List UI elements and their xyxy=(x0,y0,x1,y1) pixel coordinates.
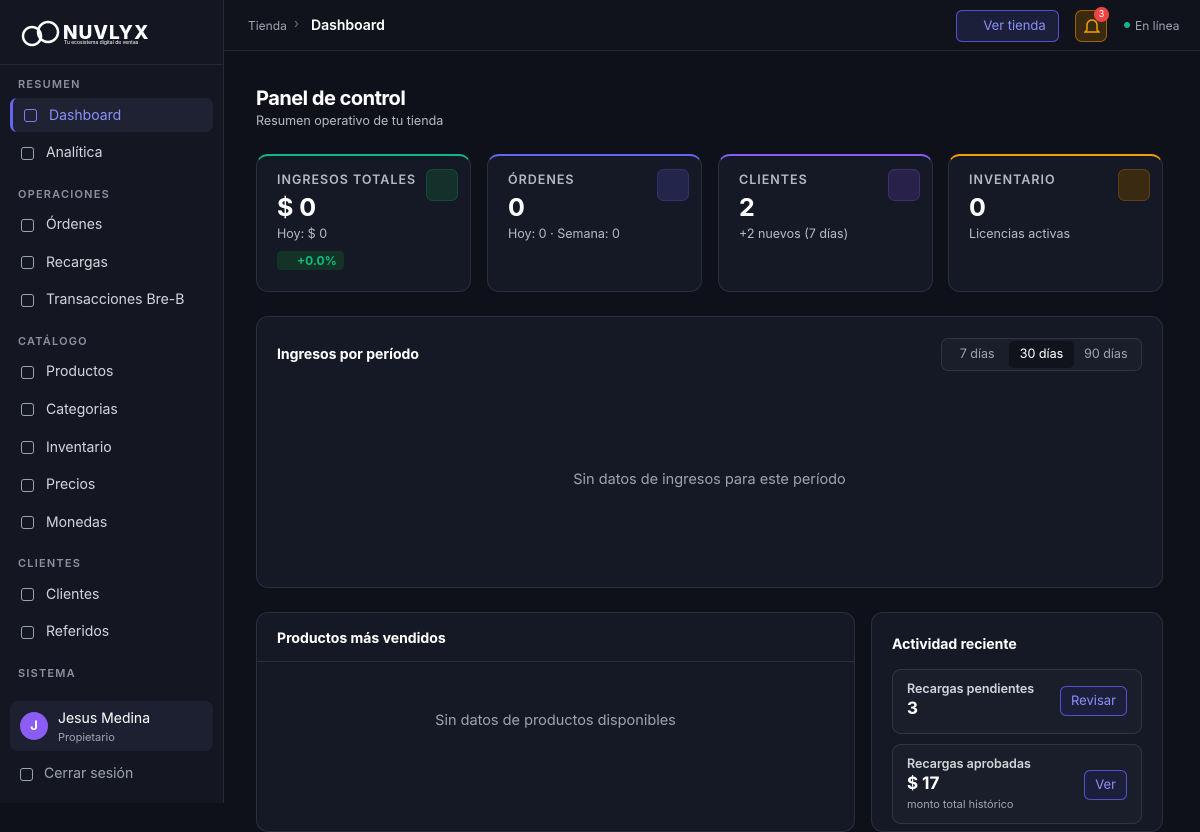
stat-card: ÓRDENES 0 Hoy: 0 · Semana: 0 xyxy=(487,154,702,292)
activity-value: $ 17 xyxy=(907,774,940,794)
topbar: Tienda › Dashboard Ver tienda 3 En línea xyxy=(224,0,1200,51)
stat-detail: Hoy: 0 · Semana: 0 xyxy=(508,227,620,242)
revenue-card: Ingresos por período 7 días 30 días 90 día… xyxy=(256,316,1163,588)
range-tab[interactable]: 30 días xyxy=(1009,341,1074,368)
breadcrumb-current: Dashboard xyxy=(311,17,385,34)
stat-detail: Licencias activas xyxy=(969,227,1071,242)
range-tab[interactable]: 90 días xyxy=(1084,347,1128,362)
section-title: CLIENTES xyxy=(18,556,82,571)
range-tab[interactable]: 7 días xyxy=(959,347,995,362)
stat-icon xyxy=(888,169,920,201)
section-title: OPERACIONES xyxy=(18,186,110,201)
user-card[interactable]: J Jesus Medina Propietario xyxy=(10,701,213,751)
stat-icon xyxy=(1118,169,1150,201)
nav-item[interactable]: Analítica xyxy=(10,136,213,170)
notification-count: 3 xyxy=(1094,7,1109,22)
logout-label: Cerrar sesión xyxy=(44,765,134,782)
stat-value: $ 0 xyxy=(277,193,317,223)
card-title: Productos más vendidos xyxy=(277,630,446,647)
user-role: Propietario xyxy=(58,730,115,744)
activity-label: Recargas aprobadas xyxy=(907,757,1031,772)
section-title: CATÁLOGO xyxy=(18,333,88,348)
page-title: Panel de control xyxy=(256,86,406,110)
nav-item[interactable]: Referidos xyxy=(10,615,213,649)
stat-label: CLIENTES xyxy=(739,173,808,188)
stat-value: 0 xyxy=(969,193,986,223)
stat-label: ÓRDENES xyxy=(508,173,575,188)
nav-item[interactable]: Órdenes xyxy=(10,208,213,242)
store-button-label: Ver tienda xyxy=(983,18,1046,34)
status: En línea xyxy=(1135,18,1180,33)
stat-change: +0.0% xyxy=(277,251,344,270)
stat-icon xyxy=(426,169,458,201)
activity-action[interactable]: Revisar xyxy=(1059,686,1127,716)
stat-card: INGRESOS TOTALES $ 0 Hoy: $ 0 +0.0% xyxy=(256,154,471,292)
activity-note: monto total histórico xyxy=(907,797,1014,811)
products-card: Productos más vendidos Sin datos de prod… xyxy=(256,612,855,832)
user-name: Jesus Medina xyxy=(58,710,151,727)
stat-value: 0 xyxy=(508,193,525,223)
nav-item[interactable]: Dashboard xyxy=(10,98,213,132)
tagline: Tu ecosistema digital de ventas xyxy=(64,40,139,46)
avatar: J xyxy=(20,712,48,740)
empty-state: Sin datos de productos disponibles xyxy=(435,712,676,729)
nav-item[interactable]: Inventario xyxy=(10,430,213,464)
page-subtitle: Resumen operativo de tu tienda xyxy=(256,114,444,129)
section-title: RESUMEN xyxy=(18,77,81,91)
activity-item: Recargas pendientes 3 Revisar xyxy=(892,669,1142,734)
logout[interactable]: Cerrar sesión xyxy=(20,765,133,782)
stat-card: CLIENTES 2 +2 nuevos (7 días) xyxy=(718,154,933,292)
store-button[interactable]: Ver tienda xyxy=(956,10,1059,42)
card-title: Actividad reciente xyxy=(892,636,1017,653)
activity-item: Recargas aprobadas $ 17 monto total histór… xyxy=(892,744,1142,824)
nav-item[interactable]: Clientes xyxy=(10,577,213,611)
logo xyxy=(21,20,60,47)
nav-item[interactable]: Productos xyxy=(10,355,213,389)
breadcrumb[interactable]: Tienda xyxy=(248,18,287,33)
stat-label: INVENTARIO xyxy=(969,173,1056,188)
sidebar: NUVLYX Tu ecosistema digital de ventas R… xyxy=(0,0,224,803)
section-title: SISTEMA xyxy=(18,665,76,680)
activity-label: Recargas pendientes xyxy=(907,682,1035,697)
notifications[interactable]: 3 xyxy=(1075,7,1109,42)
stat-value: 2 xyxy=(739,193,755,223)
card-title: Ingresos por período xyxy=(277,346,419,363)
activity-value: 3 xyxy=(907,699,918,719)
nav: RESUMEN Dashboard Analítica OPERACIONES Órde… xyxy=(0,65,223,688)
activity-card: Actividad reciente Recargas pendientes 3 R… xyxy=(871,612,1163,832)
nav-item[interactable]: Monedas xyxy=(10,505,213,539)
empty-state: Sin datos de ingresos para este período xyxy=(573,471,846,488)
stat-detail: Hoy: $ 0 xyxy=(277,227,328,242)
stat-icon xyxy=(657,169,689,201)
nav-item[interactable]: Recargas xyxy=(10,245,213,279)
stat-detail: +2 nuevos (7 días) xyxy=(739,227,849,242)
stat-card: INVENTARIO 0 Licencias activas xyxy=(948,154,1163,292)
activity-action[interactable]: Ver xyxy=(1084,770,1127,800)
nav-item[interactable]: Transacciones Bre-B xyxy=(10,283,213,317)
brand: NUVLYX xyxy=(63,21,150,44)
nav-item[interactable]: Categorias xyxy=(10,392,213,426)
nav-item[interactable]: Precios xyxy=(10,468,213,502)
stat-label: INGRESOS TOTALES xyxy=(277,173,417,188)
